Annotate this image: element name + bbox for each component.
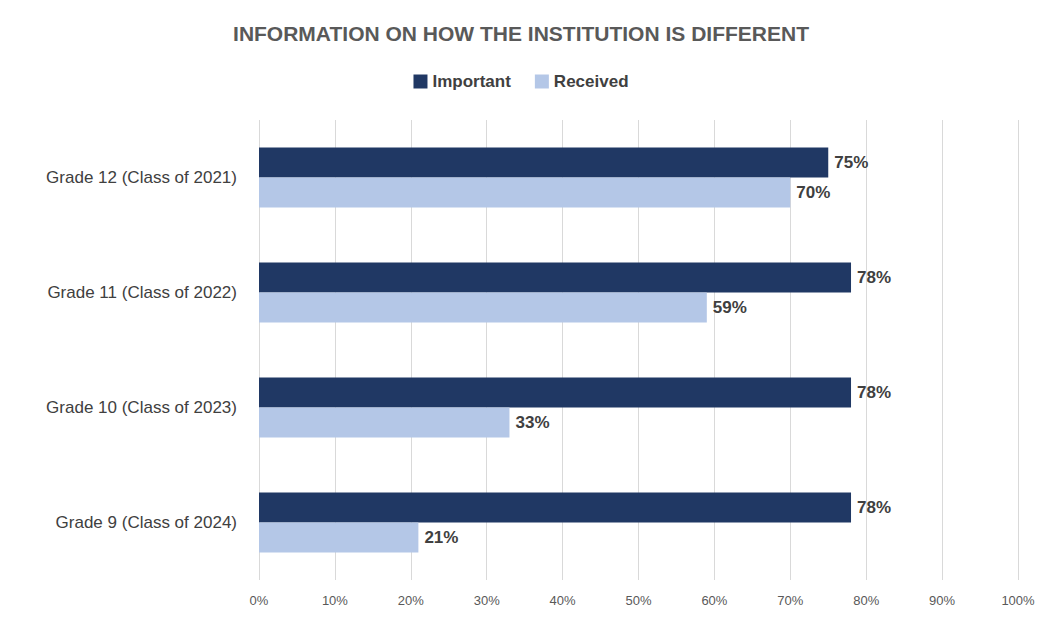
svg-text:70%: 70% xyxy=(796,183,830,202)
svg-text:Grade 11 (Class of 2022): Grade 11 (Class of 2022) xyxy=(47,283,237,302)
svg-text:75%: 75% xyxy=(834,153,868,172)
svg-text:90%: 90% xyxy=(929,593,955,608)
svg-text:Grade 12 (Class of 2021): Grade 12 (Class of 2021) xyxy=(46,168,237,187)
svg-text:0%: 0% xyxy=(250,593,269,608)
svg-text:70%: 70% xyxy=(777,593,803,608)
svg-text:60%: 60% xyxy=(701,593,727,608)
svg-text:78%: 78% xyxy=(857,498,891,517)
svg-text:80%: 80% xyxy=(853,593,879,608)
svg-text:30%: 30% xyxy=(474,593,500,608)
svg-text:Important: Important xyxy=(432,72,511,91)
svg-text:40%: 40% xyxy=(550,593,576,608)
svg-text:100%: 100% xyxy=(1001,593,1035,608)
svg-text:50%: 50% xyxy=(625,593,651,608)
svg-text:20%: 20% xyxy=(398,593,424,608)
svg-text:Grade 10 (Class of 2023): Grade 10 (Class of 2023) xyxy=(46,398,237,417)
svg-text:INFORMATION ON HOW THE INSTITU: INFORMATION ON HOW THE INSTITUTION IS DI… xyxy=(233,22,809,45)
svg-text:10%: 10% xyxy=(322,593,348,608)
svg-text:Grade 9 (Class of 2024): Grade 9 (Class of 2024) xyxy=(56,513,237,532)
svg-text:78%: 78% xyxy=(857,383,891,402)
svg-text:21%: 21% xyxy=(424,528,458,547)
svg-text:Received: Received xyxy=(554,72,629,91)
svg-text:59%: 59% xyxy=(713,298,747,317)
svg-text:33%: 33% xyxy=(515,413,549,432)
svg-text:78%: 78% xyxy=(857,268,891,287)
